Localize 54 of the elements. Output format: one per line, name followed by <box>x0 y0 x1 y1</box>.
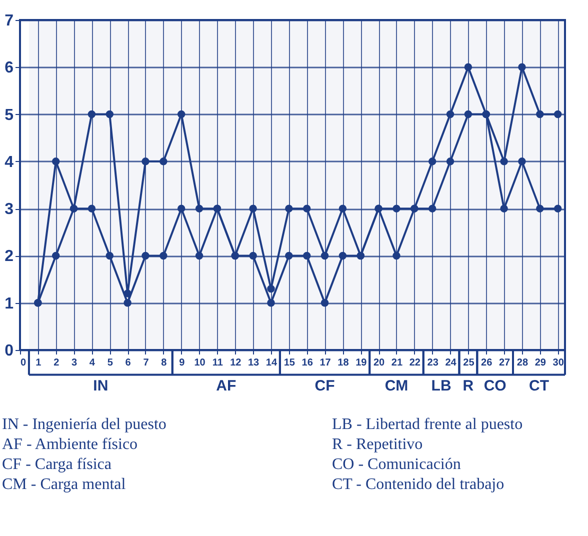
text: CT - Contenido del trabajo <box>332 476 506 494</box>
x-tick-label: 29 <box>534 358 546 368</box>
x-tick-label: 23 <box>427 358 439 368</box>
text: CF - Carga física <box>2 456 112 474</box>
x-tick-label: 6 <box>125 358 132 368</box>
x-tick-label: 30 <box>552 358 564 368</box>
text: LB - Libertad frente al puesto <box>332 416 524 434</box>
band-label: IN <box>93 378 108 395</box>
x-tick-label: 14 <box>266 358 278 368</box>
x-tick-label: 0 <box>20 358 26 368</box>
x-tick-label: 13 <box>248 358 260 368</box>
y-tick-label: 2 <box>4 248 14 266</box>
x-tick-label: 19 <box>356 358 368 368</box>
y-tick-label: 5 <box>4 106 14 124</box>
x-tick-label: 11 <box>212 358 224 368</box>
legend-label: R <box>462 378 474 395</box>
band-label: CT <box>529 378 550 395</box>
y-tick-label: 6 <box>4 60 14 77</box>
y-tick-label: 7 <box>4 12 14 30</box>
y-tick-label: 4 <box>4 154 14 171</box>
y-tick-label: 1 <box>4 295 14 312</box>
x-tick-label: 26 <box>481 358 493 368</box>
x-tick-label: 24 <box>445 358 457 368</box>
x-tick-label: 8 <box>161 358 168 368</box>
text: CO - Comunicación <box>332 456 462 474</box>
x-tick-label: 16 <box>302 358 314 368</box>
band-label: AF <box>216 378 236 395</box>
x-tick-label: 17 <box>320 358 332 368</box>
x-tick-label: 9 <box>179 358 186 368</box>
x-tick-label: 28 <box>516 358 528 368</box>
legend-label: LB <box>431 378 452 395</box>
x-tick-label: 20 <box>373 358 386 368</box>
x-tick-label: 1 <box>36 358 42 368</box>
x-tick-label: 7 <box>143 358 150 368</box>
x-tick-label: 12 <box>230 358 242 368</box>
x-tick-label: 22 <box>409 358 421 368</box>
x-tick-label: 27 <box>498 358 511 368</box>
x-tick-label: 18 <box>338 358 350 368</box>
text: AF - Ambiente físico <box>2 436 139 454</box>
x-tick-label: 5 <box>107 358 114 368</box>
x-tick-label: 3 <box>72 358 78 368</box>
text: IN - Ingeniería del puesto <box>2 416 168 434</box>
band-label: CF <box>314 378 335 395</box>
x-tick-label: 25 <box>463 358 475 368</box>
band-label: CM <box>384 378 408 395</box>
text: R - Repetitivo <box>332 436 424 454</box>
x-tick-label: 10 <box>194 358 206 368</box>
x-tick-label: 2 <box>54 358 60 368</box>
x-tick-label: 21 <box>391 358 403 368</box>
x-tick-label: 4 <box>89 358 96 368</box>
y-tick-label: 3 <box>4 201 14 218</box>
legend-label: CO <box>484 378 507 395</box>
text: CM - Carga mental <box>2 476 127 494</box>
x-tick-label: 15 <box>284 358 296 368</box>
